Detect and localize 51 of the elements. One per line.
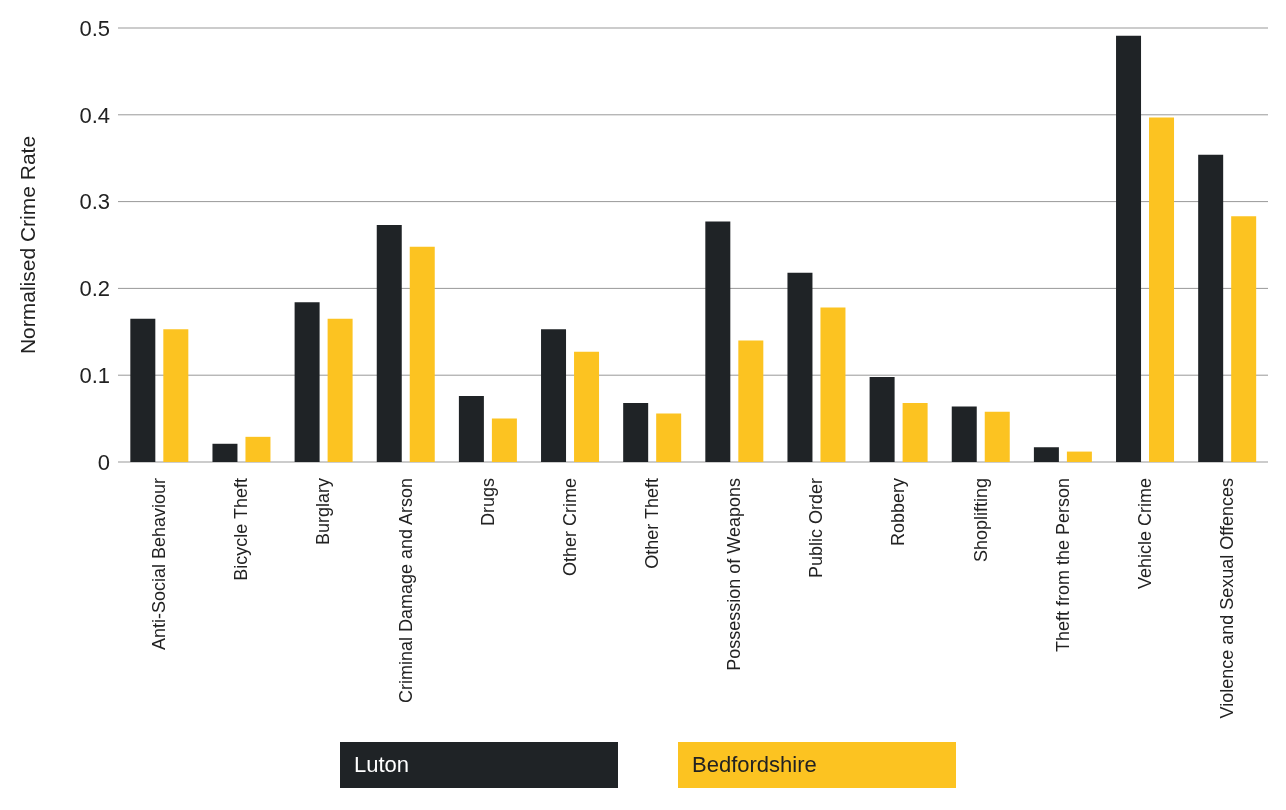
x-tick-label: Robbery <box>888 478 909 547</box>
bar <box>951 406 977 462</box>
bar <box>1149 117 1175 462</box>
bar <box>656 413 682 462</box>
bar <box>705 221 731 462</box>
x-tick-label: Burglary <box>313 478 334 546</box>
y-tick-label: 0.5 <box>79 15 110 41</box>
x-tick-label: Other Crime <box>559 478 580 577</box>
bar <box>491 418 517 462</box>
bar <box>212 443 238 462</box>
y-axis-title: Normalised Crime Rate <box>16 135 40 355</box>
y-tick-label: 0.4 <box>79 102 110 128</box>
bar <box>409 246 435 462</box>
bar <box>1033 447 1059 462</box>
y-tick-label: 0.1 <box>79 363 110 389</box>
x-tick-label: Criminal Damage and Arson <box>395 478 416 704</box>
bar <box>458 396 484 462</box>
bar <box>984 411 1010 462</box>
x-tick-label: Vehicle Crime <box>1134 478 1155 590</box>
x-tick-label: Violence and Sexual Offences <box>1216 478 1237 719</box>
x-tick-label: Public Order <box>806 478 827 579</box>
text: Bedfordshire <box>678 742 956 788</box>
bar <box>541 329 567 462</box>
x-tick-label: Theft from the Person <box>1052 478 1073 653</box>
bar <box>787 272 813 462</box>
bar <box>574 351 600 462</box>
x-tick-label: Other Theft <box>641 478 662 569</box>
text: Luton <box>340 742 618 788</box>
bar <box>327 318 353 462</box>
bar <box>376 225 402 462</box>
bar <box>1116 35 1142 462</box>
x-tick-label: Anti-Social Behaviour <box>149 478 170 651</box>
bar <box>1066 451 1092 462</box>
y-tick-label: 0.3 <box>79 189 110 215</box>
bar <box>738 340 764 462</box>
x-tick-label: Bicycle Theft <box>231 478 252 581</box>
bar <box>820 307 846 462</box>
bar <box>1198 154 1224 462</box>
y-tick-label: 0.2 <box>79 276 110 302</box>
bar <box>1231 216 1257 462</box>
x-tick-label: Drugs <box>477 478 498 527</box>
x-tick-label: Possession of Weapons <box>724 478 745 671</box>
bar <box>294 302 320 462</box>
bar <box>623 402 649 462</box>
bar <box>163 329 189 462</box>
bar <box>130 318 156 462</box>
bar <box>245 436 271 462</box>
x-tick-label: Shoplifting <box>970 478 991 563</box>
bar <box>869 376 895 462</box>
bar <box>902 402 928 462</box>
y-tick-label: 0 <box>97 449 110 475</box>
